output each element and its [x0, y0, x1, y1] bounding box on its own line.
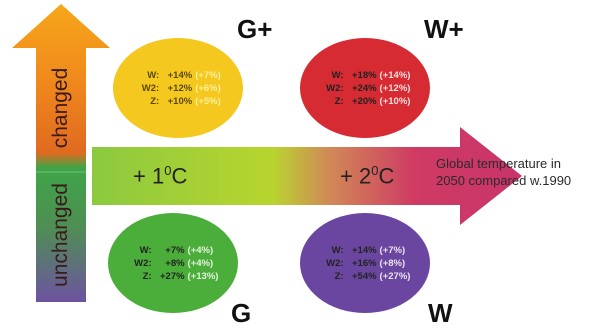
axis-label-changed: changed [49, 67, 72, 149]
temp-label-2deg: + 20C [340, 163, 395, 189]
axis-label-unchanged: unchanged [49, 183, 72, 287]
temp-label-1deg: + 10C [133, 163, 188, 189]
scenario-wplus-ellipse: W: +18% (+14%) W2: +24% (+12%) Z: +20% (+10%) [300, 38, 430, 138]
scenario-gplus-ellipse: W: +14% (+7%) W2: +12% (+6%) Z: +10% (+5%) [113, 38, 243, 138]
global-temperature-note: Global temperature in 2050 compared w.19… [436, 156, 572, 188]
horizontal-arrow [92, 127, 522, 225]
scenario-w-ellipse: W: +14% (+7%) W2: +16% (+8%) Z: +54% (+27%) [300, 213, 430, 313]
scenario-gplus-label: G+ [237, 14, 273, 44]
scenario-g-label: G [231, 298, 252, 328]
scenario-g-values: W: +7% (+4%) W2: +8% (+4%) Z: +27% (+13%) [134, 244, 219, 282]
scenario-w-values: W: +14% (+7%) W2: +16% (+8%) Z: +54% (+27%) [326, 244, 411, 282]
vertical-arrow [12, 4, 110, 302]
scenario-w-label: W [428, 298, 453, 328]
scenario-g-ellipse: W: +7% (+4%) W2: +8% (+4%) Z: +27% (+13%) [108, 213, 238, 313]
scenario-wplus-label: W+ [424, 14, 464, 44]
scenario-gplus-values: W: +14% (+7%) W2: +12% (+6%) Z: +10% (+5%) [141, 69, 221, 107]
scenario-wplus-values: W: +18% (+14%) W2: +24% (+12%) Z: +20% (+10%) [326, 69, 411, 107]
